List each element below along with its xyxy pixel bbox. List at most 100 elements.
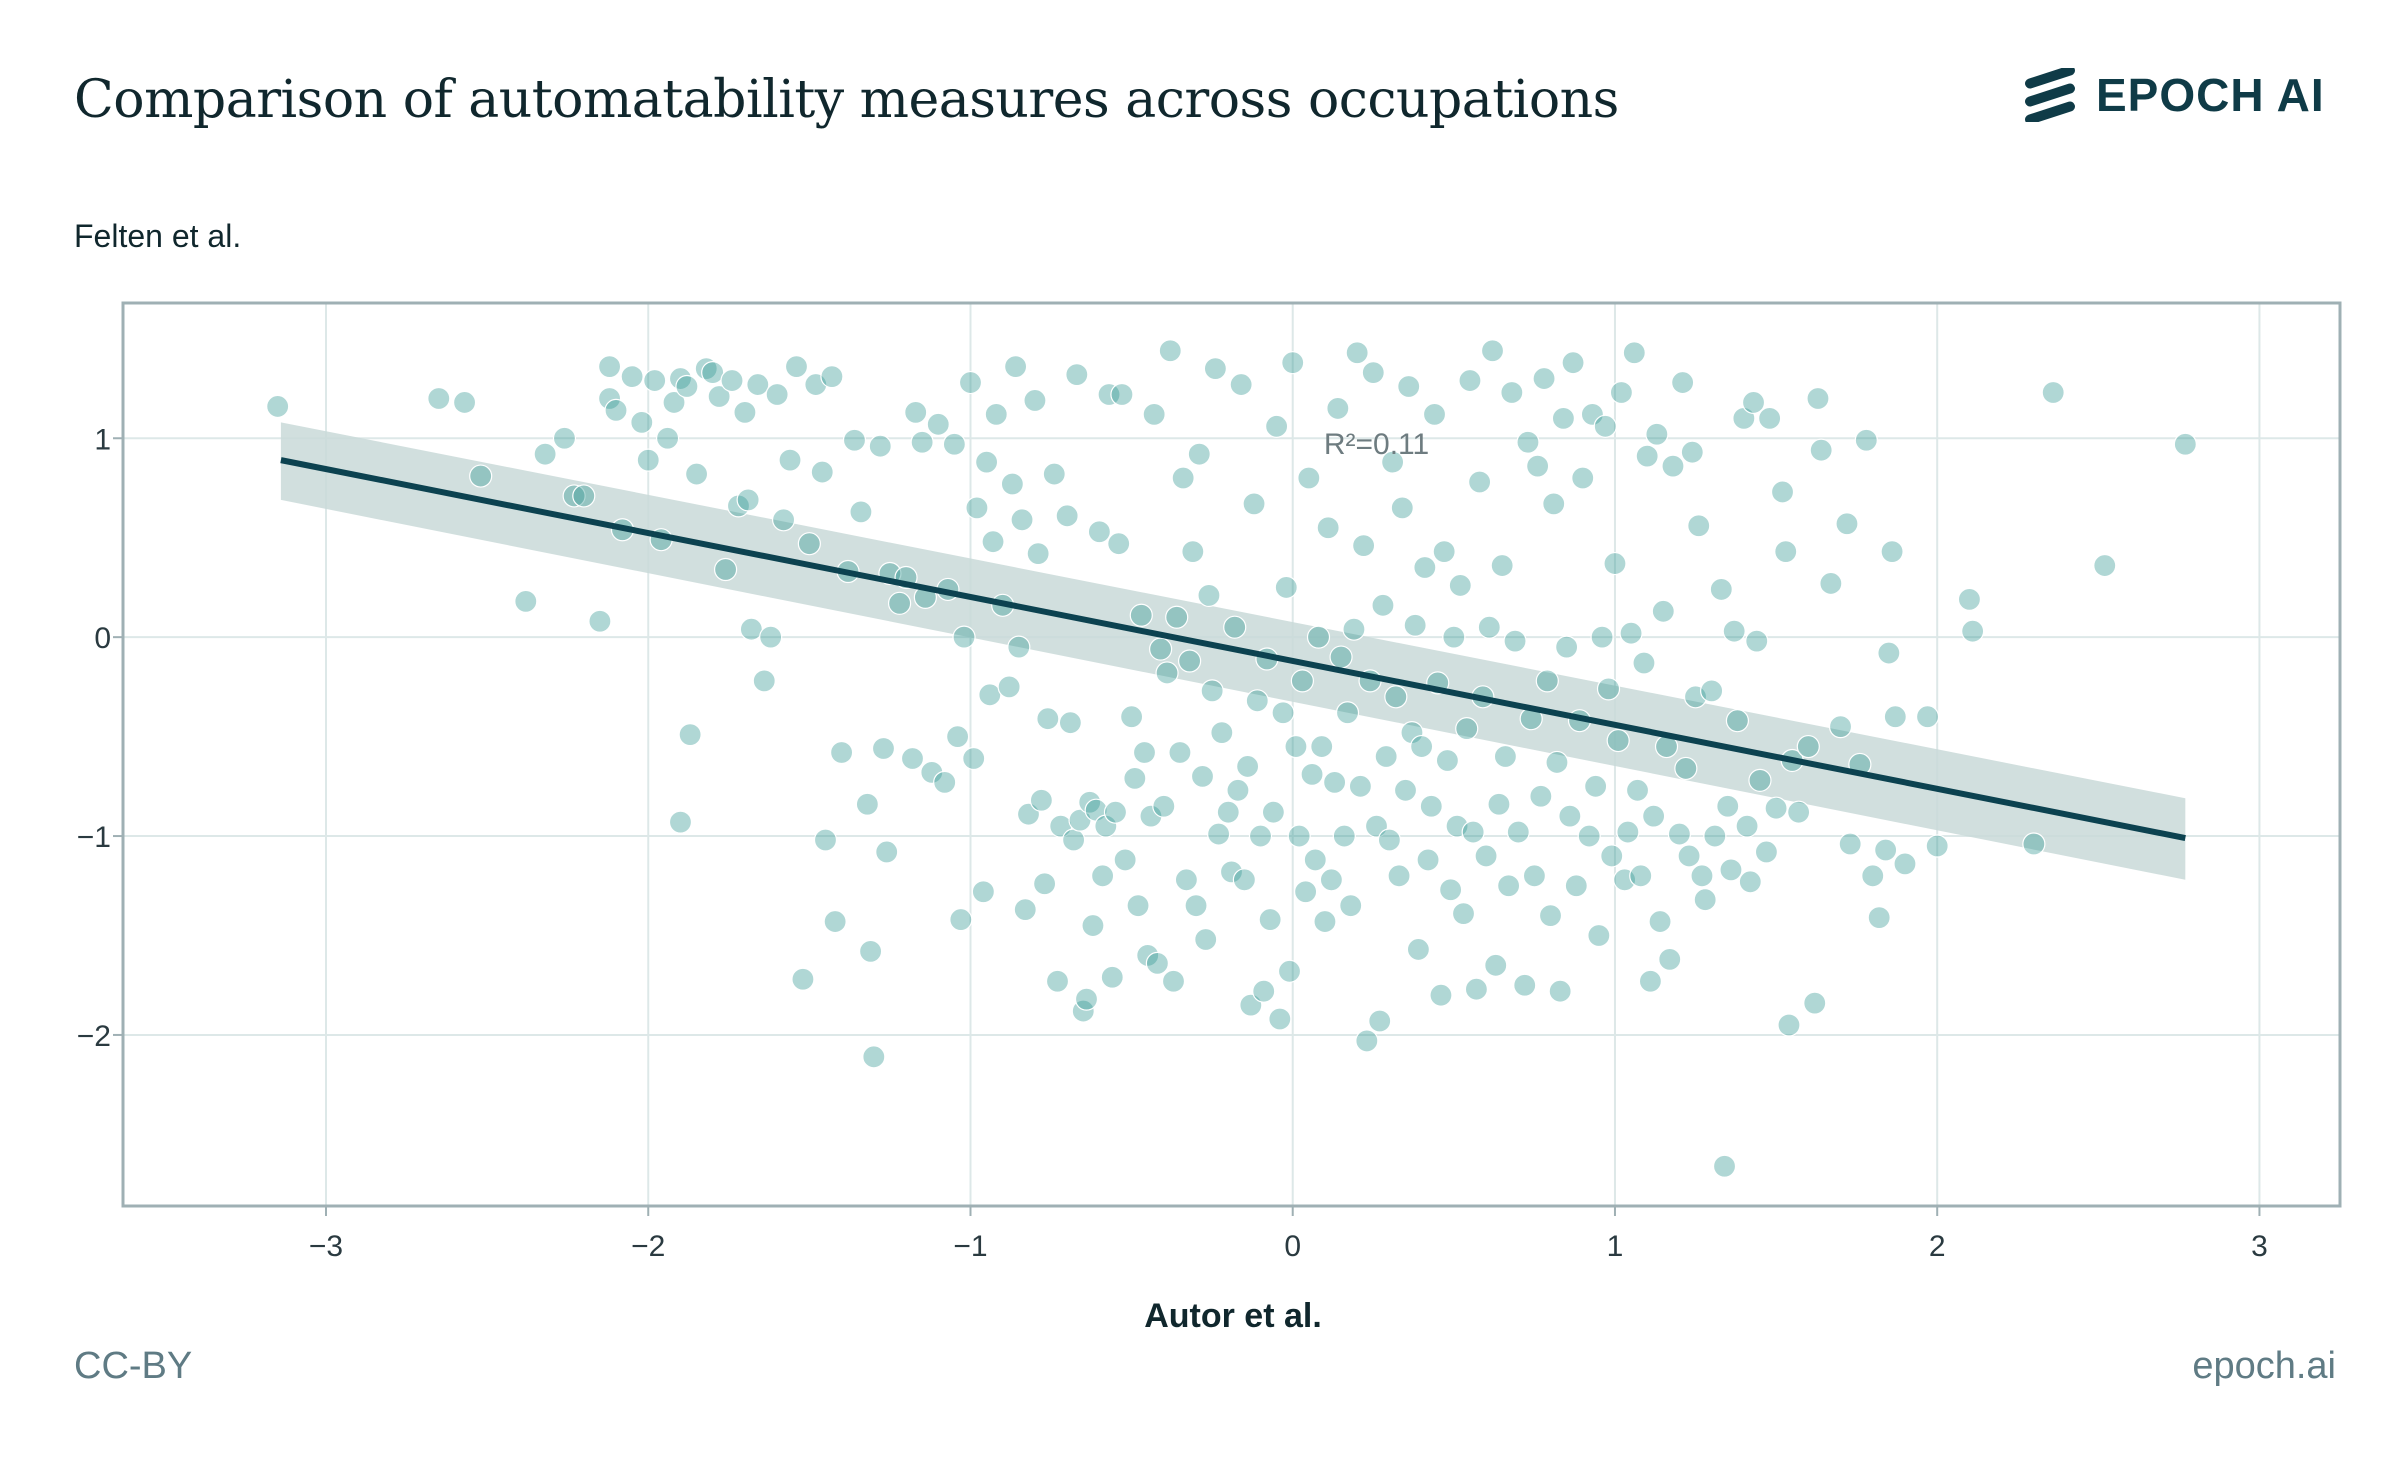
data-point [1874, 838, 1898, 862]
plot-frame [121, 301, 2342, 1208]
x-tick-label: −3 [309, 1230, 343, 1263]
data-point [1184, 894, 1208, 918]
data-point [1535, 669, 1559, 693]
data-point [707, 384, 731, 409]
data-point [1187, 442, 1211, 466]
data-point [720, 368, 744, 393]
data-point [1236, 754, 1260, 779]
data-point [1748, 768, 1772, 792]
data-point [1387, 864, 1411, 888]
data-point [1838, 832, 1862, 856]
data-point [1342, 617, 1366, 641]
data-point [1136, 943, 1160, 967]
data-point [1754, 840, 1779, 864]
data-point [1410, 734, 1434, 759]
data-point [620, 364, 644, 389]
data-point [1422, 402, 1447, 426]
data-point [1603, 551, 1627, 576]
data-point [1577, 824, 1601, 848]
data-point [1248, 824, 1273, 848]
data-point [1271, 701, 1295, 725]
data-point [1158, 339, 1182, 363]
data-point [765, 382, 789, 407]
data-point [1345, 341, 1369, 365]
data-point [1619, 621, 1643, 645]
y-axis-title: Felten et al. [74, 218, 242, 254]
y-tick-label: 1 [94, 423, 111, 456]
data-point [588, 609, 612, 633]
data-point [1416, 848, 1440, 872]
data-point [736, 488, 760, 512]
data-point [713, 557, 738, 582]
data-point [1545, 750, 1569, 775]
data-point [981, 530, 1005, 554]
data-point [1677, 844, 1701, 868]
data-point [829, 740, 854, 765]
data-point [1503, 629, 1527, 653]
data-point [1265, 414, 1289, 438]
data-point [1638, 969, 1663, 993]
data-point [1297, 466, 1321, 490]
data-point [1561, 351, 1585, 375]
data-point [1323, 770, 1347, 794]
data-point [1004, 355, 1028, 379]
data-point [1123, 766, 1147, 790]
data-point [1335, 701, 1360, 725]
logo-text: EPOCH AI [2096, 69, 2325, 121]
data-point [823, 909, 847, 934]
data-point [662, 390, 686, 415]
epoch-logo[interactable]: EPOCH AI [2020, 68, 2325, 122]
data-point [1107, 532, 1131, 556]
data-point [1245, 689, 1269, 713]
data-point [962, 746, 986, 771]
data-point [1313, 909, 1337, 934]
data-point [1377, 828, 1401, 852]
data-point [1252, 979, 1276, 1003]
data-point [1693, 888, 1717, 912]
data-point [1010, 508, 1034, 532]
data-point [1390, 496, 1414, 520]
data-point [926, 412, 950, 436]
data-point [1735, 814, 1759, 838]
data-point [1716, 794, 1740, 818]
r-squared-annotation: R²=0.11 [1324, 428, 1429, 461]
data-point [1651, 599, 1675, 623]
data-point [1774, 540, 1798, 564]
data-point [984, 402, 1008, 426]
data-point [1000, 472, 1024, 496]
data-point [1132, 740, 1157, 765]
data-point [797, 532, 821, 556]
data-point [1103, 800, 1128, 824]
data-point [871, 736, 896, 761]
data-point [1171, 466, 1195, 490]
data-point [1029, 788, 1053, 812]
data-point [1087, 520, 1111, 544]
data-point [1455, 717, 1479, 741]
data-point [1400, 721, 1424, 745]
data-point [469, 464, 493, 488]
data-point [1548, 979, 1572, 1003]
data-point [739, 617, 763, 641]
site-link[interactable]: epoch.ai [2192, 1345, 2336, 1387]
data-point [945, 724, 970, 749]
data-point [1316, 516, 1340, 540]
data-point [759, 625, 783, 649]
data-point [1828, 715, 1853, 739]
data-point [1690, 864, 1714, 888]
data-point [771, 508, 796, 532]
data-point [1877, 641, 1901, 665]
data-point [1045, 969, 1070, 993]
data-point [452, 390, 477, 415]
data-point [533, 442, 557, 466]
data-point [904, 400, 928, 424]
data-point [1480, 339, 1505, 363]
data-point [1152, 794, 1176, 818]
data-point [1925, 834, 1949, 858]
data-point [858, 939, 883, 964]
data-point [1725, 709, 1750, 733]
data-point [1487, 792, 1511, 816]
data-point [1555, 635, 1579, 659]
data-point [875, 840, 899, 864]
data-point [1361, 361, 1385, 385]
